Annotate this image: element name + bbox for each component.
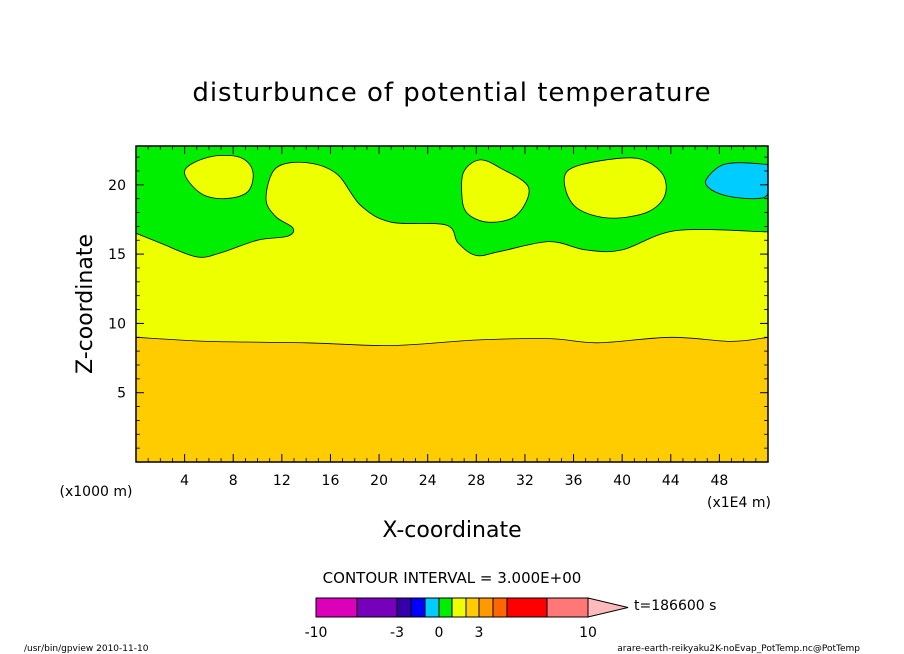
y-axis-label: Z-coordinate: [73, 234, 98, 374]
x-tick-label: 32: [516, 473, 534, 489]
footer-right-text: arare-earth-reikyaku2K-noEvap_PotTemp.nc…: [617, 644, 860, 654]
x-axis-label: X-coordinate: [382, 518, 521, 543]
x-tick-label: 8: [229, 473, 238, 489]
colorbar-bin: [396, 597, 412, 618]
x-tick-label: 36: [565, 473, 583, 489]
colorbar-bin: [506, 597, 548, 618]
x-tick-label: 12: [273, 473, 291, 489]
x-tick-label: 20: [370, 473, 388, 489]
y-tick-label: 10: [108, 316, 126, 332]
colorbar-bin: [410, 597, 426, 618]
colorbar-bin: [451, 597, 467, 618]
lower-band-region: [136, 336, 768, 462]
x-tick-label: 48: [710, 473, 728, 489]
contour-cell-3: [563, 157, 667, 219]
colorbar-bin: [356, 597, 398, 618]
x-tick-label: 28: [467, 473, 485, 489]
contour-cell-2: [461, 159, 530, 223]
colorbar-bin: [478, 597, 494, 618]
contour-cell-4: [705, 162, 768, 200]
y-tick-label: 15: [108, 247, 126, 263]
x-tick-label: 40: [613, 473, 631, 489]
colorbar-tick-label: -3: [390, 625, 404, 641]
colorbar-bin: [492, 597, 508, 618]
time-label: t=186600 s: [634, 598, 716, 614]
colorbar-bin: [465, 597, 480, 618]
colorbar-bin: [424, 597, 440, 618]
x-tick-label: 16: [322, 473, 340, 489]
footer-left-text: /usr/bin/gpview 2010-11-10: [24, 644, 149, 654]
x-tick-label: 44: [662, 473, 680, 489]
x-unit-left-label: (x1000 m): [60, 484, 133, 500]
colorbar-tick-label: 10: [579, 625, 597, 641]
y-tick-label: 5: [117, 386, 126, 402]
colorbar-arrow: [587, 597, 629, 618]
x-unit-right-label: (x1E4 m): [707, 495, 771, 511]
colorbar: -10 -3 0 3 10: [305, 597, 629, 641]
colorbar-tick-label: -10: [305, 625, 328, 641]
x-tick-label: 24: [419, 473, 437, 489]
colorbar-bin: [438, 597, 453, 618]
chart-title: disturbunce of potential temperature: [192, 78, 711, 108]
colorbar-bin: [315, 597, 358, 618]
y-tick-label: 20: [108, 178, 126, 194]
colorbar-tick-label: 3: [475, 625, 484, 641]
x-tick-label: 4: [180, 473, 189, 489]
colorbar-bin: [546, 597, 589, 618]
contour-cell-1: [184, 154, 254, 200]
contour-interval-label: CONTOUR INTERVAL = 3.000E+00: [323, 569, 582, 587]
contour-field: [136, 146, 768, 462]
colorbar-tick-label: 0: [435, 625, 444, 641]
